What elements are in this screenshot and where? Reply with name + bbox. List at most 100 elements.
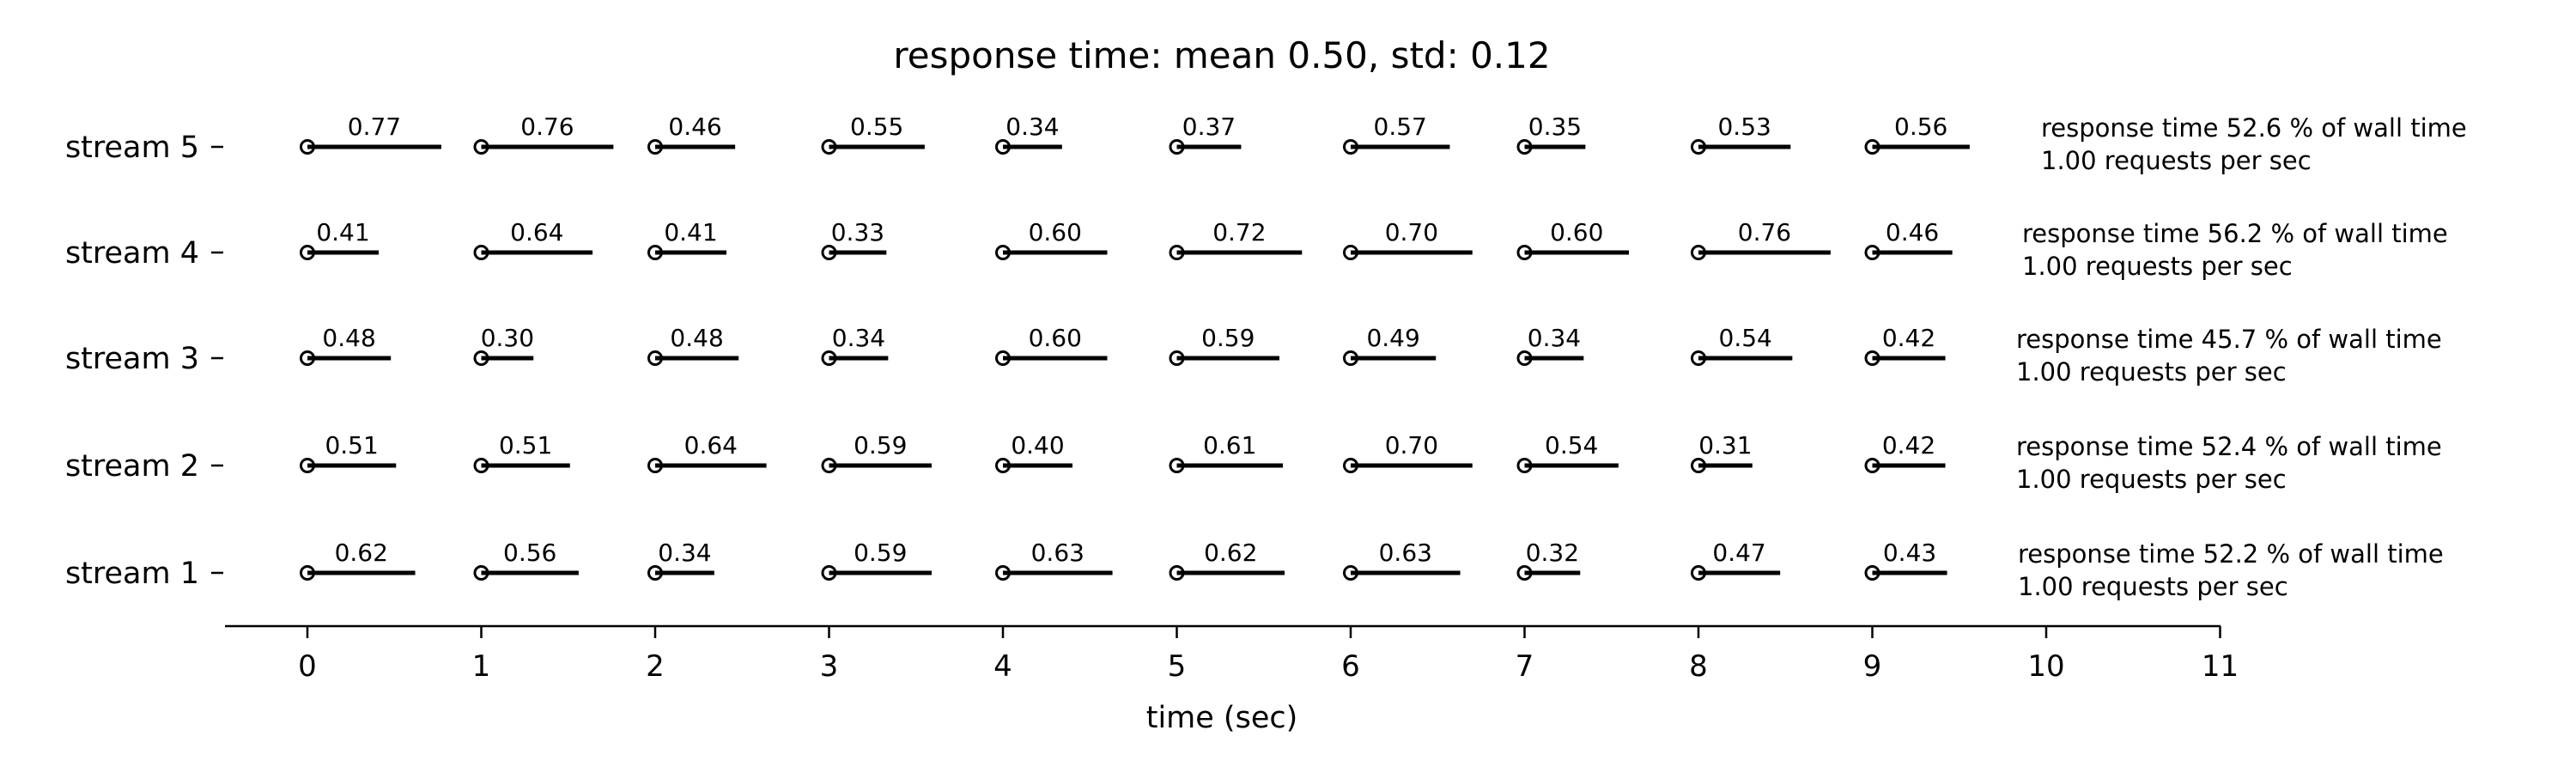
duration-label: 0.53 <box>1717 113 1771 141</box>
stream-annotation-request-rate: 1.00 requests per sec <box>2018 572 2288 601</box>
x-tick-label: 6 <box>1341 649 1360 684</box>
request-start-marker <box>1516 350 1533 366</box>
request-start-marker <box>473 350 489 366</box>
duration-label: 0.62 <box>335 539 388 567</box>
request-start-marker <box>647 565 663 581</box>
request-start-marker <box>995 139 1011 155</box>
stream-annotation-request-rate: 1.00 requests per sec <box>2016 357 2287 386</box>
duration-label: 0.37 <box>1182 113 1236 141</box>
duration-label: 0.55 <box>850 113 903 141</box>
duration-label: 0.34 <box>658 539 711 567</box>
y-tick-label-stream: stream 2 <box>65 449 199 484</box>
duration-label: 0.30 <box>481 324 534 352</box>
request-start-marker <box>1691 139 1706 155</box>
request-start-marker <box>1864 245 1880 260</box>
request-start-marker <box>995 458 1011 473</box>
request-start-marker <box>1343 458 1358 473</box>
duration-label: 0.72 <box>1212 218 1266 247</box>
duration-label: 0.61 <box>1203 431 1256 460</box>
request-start-marker <box>300 245 315 260</box>
duration-label: 0.63 <box>1379 539 1432 567</box>
request-start-marker <box>1343 245 1358 260</box>
duration-label: 0.60 <box>1029 218 1082 247</box>
request-start-marker <box>473 245 489 260</box>
stream-annotation-response-time: response time 56.2 % of wall time <box>2022 219 2448 248</box>
duration-label: 0.70 <box>1385 431 1438 460</box>
duration-label: 0.59 <box>854 431 907 460</box>
duration-label: 0.48 <box>670 324 723 352</box>
duration-label: 0.60 <box>1550 218 1603 247</box>
y-tick-label-stream: stream 3 <box>65 342 199 376</box>
request-start-marker <box>1516 458 1533 473</box>
request-start-marker <box>1691 350 1706 366</box>
y-tick-label-stream: stream 4 <box>65 236 199 271</box>
duration-label: 0.42 <box>1882 324 1935 352</box>
request-start-marker <box>1169 565 1185 581</box>
request-start-marker <box>1864 350 1880 366</box>
y-tick-label-stream: stream 5 <box>65 131 199 165</box>
duration-label: 0.64 <box>684 431 738 460</box>
stream-annotation-request-rate: 1.00 requests per sec <box>2022 252 2293 281</box>
duration-label: 0.31 <box>1698 431 1752 460</box>
request-start-marker <box>1516 139 1533 155</box>
x-tick-label: 11 <box>2202 649 2239 684</box>
stream-annotation-response-time: response time 52.2 % of wall time <box>2018 539 2444 569</box>
duration-label: 0.56 <box>1894 113 1947 141</box>
request-start-marker <box>300 458 315 473</box>
request-start-marker <box>1169 139 1185 155</box>
stream-annotation-request-rate: 1.00 requests per sec <box>2016 465 2287 494</box>
request-start-marker <box>300 350 315 366</box>
duration-label: 0.76 <box>520 113 574 141</box>
request-start-marker <box>821 458 837 473</box>
request-start-marker <box>647 245 663 260</box>
request-start-marker <box>1864 458 1880 473</box>
duration-label: 0.51 <box>325 431 378 460</box>
request-start-marker <box>473 139 489 155</box>
x-tick-label: 1 <box>472 649 491 684</box>
request-start-marker <box>1516 565 1533 581</box>
request-start-marker <box>1343 139 1358 155</box>
request-start-marker <box>1169 245 1185 260</box>
duration-label: 0.57 <box>1374 113 1427 141</box>
duration-label: 0.47 <box>1712 539 1765 567</box>
duration-label: 0.49 <box>1366 324 1419 352</box>
stream-annotation-request-rate: 1.00 requests per sec <box>2041 146 2312 175</box>
x-tick-label: 0 <box>298 649 317 684</box>
duration-label: 0.40 <box>1011 431 1064 460</box>
duration-label: 0.46 <box>668 113 721 141</box>
request-start-marker <box>473 565 489 581</box>
duration-label: 0.32 <box>1526 539 1579 567</box>
request-start-marker <box>1691 245 1706 260</box>
chart-title: response time: mean 0.50, std: 0.12 <box>893 34 1550 76</box>
stream-annotation-response-time: response time 52.6 % of wall time <box>2041 113 2467 143</box>
duration-label: 0.76 <box>1738 218 1791 247</box>
request-start-marker <box>995 350 1011 366</box>
stream-annotation-response-time: response time 45.7 % of wall time <box>2016 325 2442 354</box>
request-start-marker <box>821 139 837 155</box>
duration-label: 0.41 <box>664 218 717 247</box>
request-start-marker <box>1864 139 1880 155</box>
request-start-marker <box>300 565 315 581</box>
request-start-marker <box>473 458 489 473</box>
request-start-marker <box>300 139 315 155</box>
x-axis-label: time (sec) <box>1146 701 1298 735</box>
request-start-marker <box>821 245 837 260</box>
duration-label: 0.62 <box>1204 539 1257 567</box>
duration-label: 0.33 <box>831 218 884 247</box>
duration-label: 0.77 <box>348 113 401 141</box>
x-tick-label: 5 <box>1168 649 1187 684</box>
request-start-marker <box>1691 565 1706 581</box>
duration-label: 0.51 <box>499 431 552 460</box>
request-start-marker <box>1343 350 1358 366</box>
request-start-marker <box>995 565 1011 581</box>
request-start-marker <box>1864 565 1880 581</box>
duration-label: 0.42 <box>1882 431 1935 460</box>
x-tick-label: 2 <box>646 649 665 684</box>
request-start-marker <box>1691 458 1706 473</box>
x-tick-label: 3 <box>820 649 839 684</box>
duration-label: 0.48 <box>322 324 375 352</box>
request-start-marker <box>995 245 1011 260</box>
duration-label: 0.63 <box>1031 539 1084 567</box>
request-start-marker <box>821 565 837 581</box>
x-tick-label: 8 <box>1689 649 1708 684</box>
